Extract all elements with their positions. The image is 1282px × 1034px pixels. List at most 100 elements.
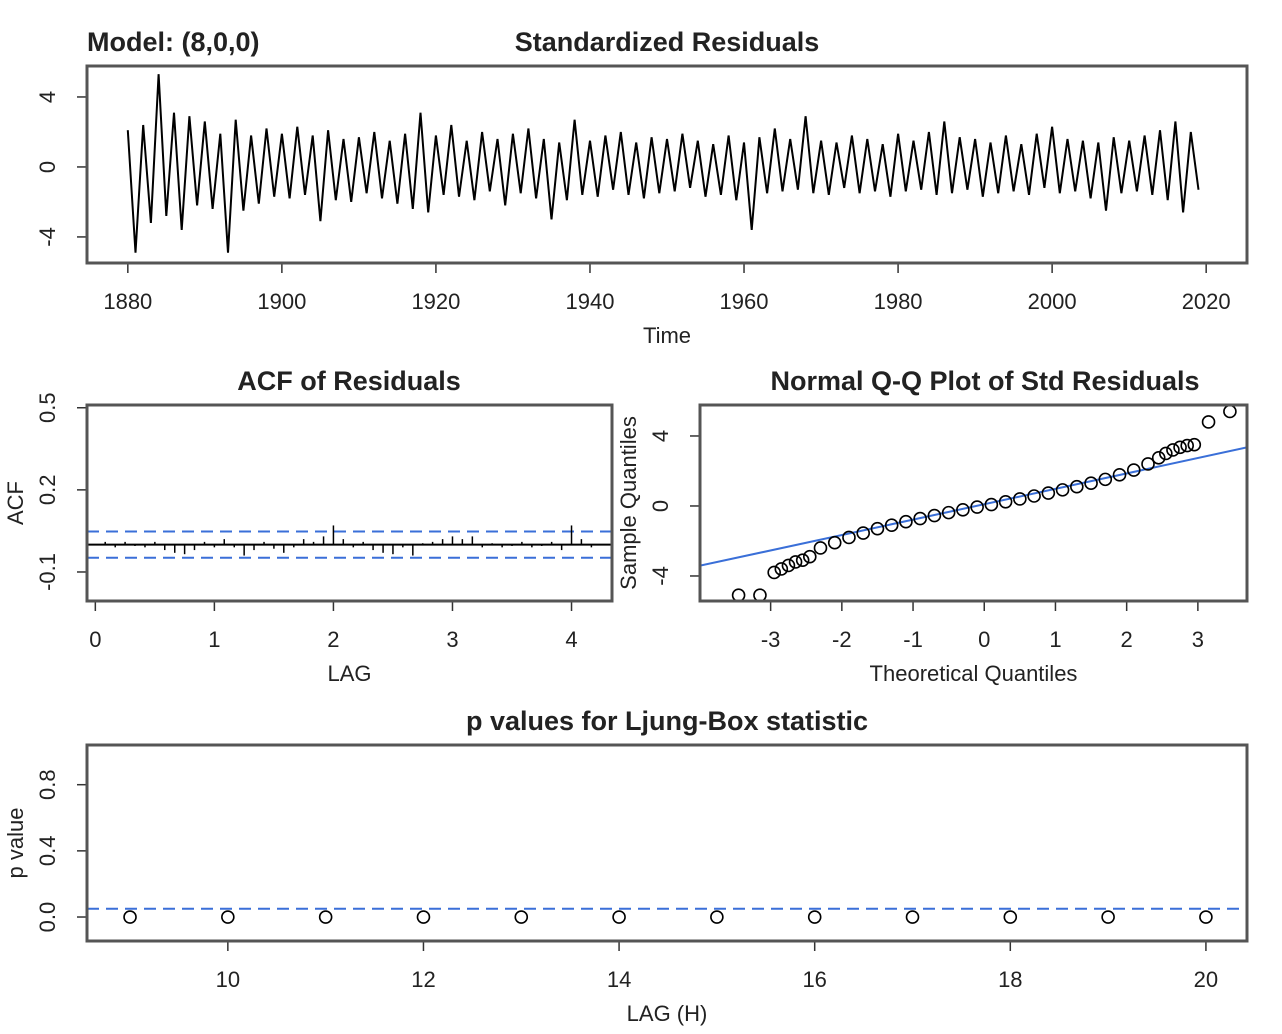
x-tick-label: 16	[802, 967, 826, 992]
point	[905, 910, 920, 924]
x-tick-label: 4	[565, 627, 577, 652]
x-tick-label: 1980	[874, 289, 923, 314]
x-tick-label: 1900	[257, 289, 306, 314]
point	[827, 535, 842, 550]
point	[1141, 457, 1155, 471]
y-tick-label: 0	[648, 500, 673, 512]
x-tick-label: 0	[978, 627, 990, 652]
y-tick-label: -4	[35, 227, 60, 247]
point	[1112, 468, 1127, 482]
x-axis-label: Theoretical Quantiles	[870, 661, 1078, 686]
y-axis-label: Sample Quantiles	[616, 416, 641, 590]
point	[731, 588, 746, 601]
point	[514, 910, 529, 924]
point	[970, 500, 984, 514]
y-axis-label: p value	[3, 808, 28, 879]
x-tick-label: 1940	[565, 289, 614, 314]
point	[753, 588, 767, 601]
x-tick-label: 2	[1121, 627, 1133, 652]
point	[884, 518, 899, 533]
point	[781, 558, 796, 573]
point	[612, 910, 626, 924]
point	[856, 526, 871, 540]
plot-frame	[698, 403, 1249, 603]
x-tick-label: 1	[208, 627, 220, 652]
point	[1041, 486, 1056, 500]
point	[1070, 479, 1084, 494]
y-tick-label: 0.2	[35, 475, 60, 506]
point	[710, 910, 724, 924]
x-tick-label: 0	[89, 627, 101, 652]
x-tick-label: 20	[1194, 967, 1218, 992]
x-tick-label: -2	[832, 627, 852, 652]
chart-title: ACF of Residuals	[237, 366, 461, 396]
y-tick-label: 0.0	[35, 902, 60, 933]
x-tick-label: 3	[446, 627, 458, 652]
plot-frame	[85, 403, 614, 603]
point	[1013, 492, 1027, 506]
y-tick-label: -4	[648, 566, 673, 586]
plot-frame	[85, 64, 1249, 265]
y-tick-label: 0.8	[35, 769, 60, 800]
x-tick-label: 12	[411, 967, 435, 992]
y-tick-label: -0.1	[35, 553, 60, 591]
chart-title: Normal Q-Q Plot of Std Residuals	[770, 366, 1199, 396]
point	[1126, 463, 1141, 477]
point	[1151, 451, 1166, 465]
point	[221, 910, 235, 924]
x-axis-label: LAG	[327, 661, 371, 686]
qq-line	[700, 446, 1247, 567]
point	[1159, 446, 1173, 461]
point	[899, 514, 913, 529]
x-tick-label: 10	[216, 967, 240, 992]
x-tick-label: 1	[1049, 627, 1061, 652]
point	[956, 503, 970, 517]
point	[795, 553, 810, 568]
x-tick-label: 1880	[103, 289, 152, 314]
x-tick-label: 14	[607, 967, 631, 992]
annotation: Model: (8,0,0)	[87, 27, 260, 57]
point	[870, 521, 885, 536]
y-tick-label: 4	[35, 91, 60, 103]
x-tick-label: 2020	[1182, 289, 1231, 314]
y-tick-label: 0.5	[35, 392, 60, 423]
point	[774, 562, 789, 576]
point	[913, 511, 927, 526]
x-tick-label: 2000	[1028, 289, 1077, 314]
point	[807, 910, 822, 924]
point	[998, 494, 1013, 509]
point	[1187, 437, 1202, 452]
point	[984, 497, 999, 512]
plot-area	[700, 405, 1247, 601]
series-line	[126, 74, 1200, 253]
point	[318, 910, 333, 924]
chart-title: Standardized Residuals	[515, 27, 820, 57]
point	[842, 530, 856, 545]
y-tick-label: 0.4	[35, 836, 60, 867]
x-axis-label: LAG (H)	[627, 1001, 708, 1026]
point	[123, 910, 137, 924]
plot-area	[126, 74, 1200, 253]
x-axis-label: Time	[643, 323, 691, 348]
point	[416, 910, 431, 924]
point	[767, 565, 781, 580]
point	[813, 541, 828, 555]
chart-title: p values for Ljung-Box statistic	[466, 706, 868, 736]
y-tick-label: 4	[648, 430, 673, 442]
point	[941, 505, 956, 520]
point	[927, 508, 942, 523]
x-tick-label: 1960	[720, 289, 769, 314]
point	[1098, 472, 1113, 487]
point	[788, 555, 803, 569]
x-tick-label: 18	[998, 967, 1022, 992]
y-tick-label: 0	[35, 161, 60, 173]
x-tick-label: 2	[327, 627, 339, 652]
point	[1101, 910, 1115, 924]
point	[1055, 483, 1070, 497]
plot-area	[87, 525, 612, 559]
x-tick-label: -1	[903, 627, 923, 652]
point	[1003, 910, 1018, 924]
point	[1084, 476, 1098, 491]
x-tick-label: -3	[761, 627, 781, 652]
